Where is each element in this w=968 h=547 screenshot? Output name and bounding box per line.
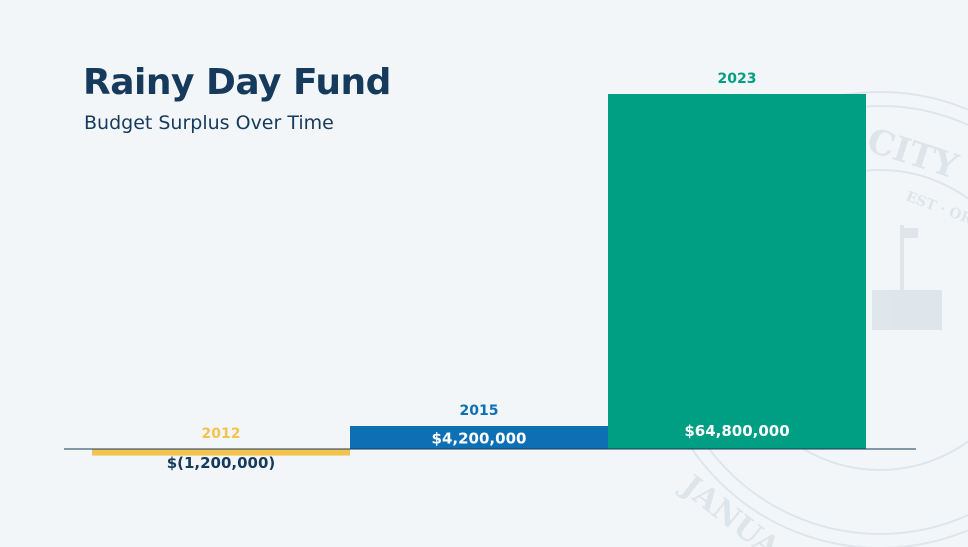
chart-title: Rainy Day Fund [83, 62, 391, 103]
category-label-2023: 2023 [718, 71, 757, 87]
bar-2012 [92, 449, 350, 456]
bar-2023 [608, 94, 866, 449]
value-label-2023: $64,800,000 [684, 422, 789, 440]
value-label-2012: $(1,200,000) [167, 454, 276, 472]
chart-subtitle: Budget Surplus Over Time [84, 112, 334, 134]
category-label-2015: 2015 [460, 403, 499, 419]
bar-2015 [350, 425, 608, 449]
category-label-2012: 2012 [202, 426, 241, 442]
value-label-2015: $4,200,000 [432, 429, 527, 447]
labels-group: 2012 $(1,200,000) 2015 $4,200,000 2023 $64,80… [167, 71, 790, 472]
bars-group [92, 94, 866, 456]
